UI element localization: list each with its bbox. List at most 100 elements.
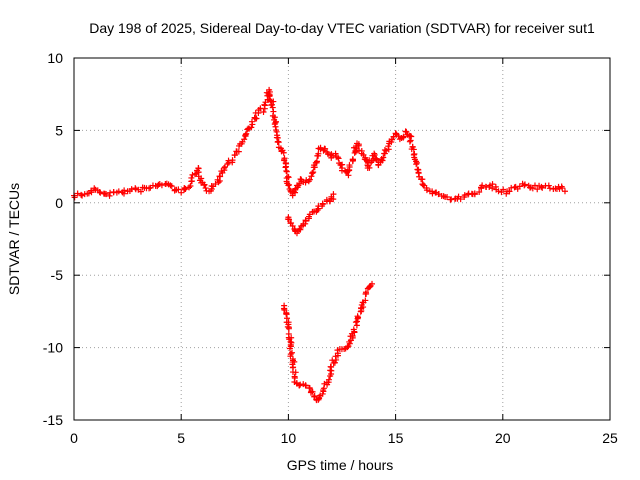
data-point-s0	[271, 121, 278, 128]
data-point-s0	[526, 184, 533, 191]
data-point-s2	[288, 349, 295, 356]
data-point-s0	[313, 158, 320, 165]
data-point-s0	[215, 179, 222, 186]
plot-frame	[73, 57, 611, 421]
data-point-s0	[380, 154, 387, 161]
data-point-s1	[319, 200, 326, 207]
y-tick-label: -10	[43, 340, 63, 356]
data-point-s2	[331, 359, 338, 366]
y-tick-label: 5	[55, 122, 63, 138]
data-point-s0	[231, 152, 238, 159]
data-point-s0	[352, 144, 359, 151]
data-point-s0	[283, 168, 290, 175]
data-point-s0	[321, 145, 328, 152]
data-point-s0	[212, 180, 219, 187]
data-point-s0	[308, 173, 315, 180]
data-point-s0	[408, 133, 415, 140]
data-point-s0	[381, 147, 388, 154]
data-point-s0	[158, 182, 165, 189]
data-point-s0	[309, 169, 316, 176]
data-point-s0	[243, 130, 250, 137]
y-tick-label: -5	[51, 267, 64, 283]
data-point-s0	[400, 133, 407, 140]
data-point-s2	[344, 344, 351, 351]
data-point-s2	[325, 376, 332, 383]
data-point-s0	[241, 136, 248, 143]
data-point-s0	[182, 185, 189, 192]
data-point-s0	[349, 156, 356, 163]
data-point-s0	[224, 160, 231, 167]
y-axis-label: SDTVAR / TECUs	[6, 183, 22, 295]
data-point-s0	[461, 192, 468, 199]
data-point-s0	[96, 189, 103, 196]
data-point-s0	[248, 118, 255, 125]
data-point-s0	[245, 125, 252, 132]
data-point-s0	[534, 186, 541, 193]
data-point-s0	[356, 147, 363, 154]
data-point-s2	[346, 338, 353, 345]
data-point-s0	[314, 152, 321, 159]
data-point-s0	[546, 185, 553, 192]
data-point-s0	[97, 189, 104, 196]
data-point-s0	[346, 164, 353, 171]
data-point-s0	[500, 186, 507, 193]
data-point-s1	[289, 222, 296, 229]
x-tick-label: 5	[177, 430, 185, 446]
data-point-s2	[369, 280, 376, 287]
data-point-s0	[415, 169, 422, 176]
y-tick-label: 10	[47, 50, 63, 66]
data-point-s0	[506, 188, 513, 195]
data-point-s0	[188, 174, 195, 181]
tick-labels: 0 5 10 15 20 25 10 5 0 -5 -10 -15	[43, 50, 618, 446]
data-point-s0	[275, 138, 282, 145]
data-point-s1	[302, 218, 309, 225]
data-point-s0	[471, 190, 478, 197]
data-point-s0	[516, 183, 523, 190]
data-point-s0	[266, 92, 273, 99]
data-point-s0	[385, 143, 392, 150]
data-point-s0	[429, 188, 436, 195]
data-point-s0	[88, 189, 95, 196]
data-point-s0	[178, 189, 185, 196]
data-point-s0	[561, 188, 568, 195]
data-point-s0	[332, 150, 339, 157]
data-point-s1	[288, 219, 295, 226]
data-point-s0	[260, 108, 267, 115]
chart-title: Day 198 of 2025, Sidereal Day-to-day VTE…	[89, 20, 595, 36]
x-tick-label: 20	[495, 430, 511, 446]
data-point-s0	[476, 188, 483, 195]
data-point-s0	[373, 155, 380, 162]
data-point-s0	[310, 169, 317, 176]
x-tick-label: 15	[388, 430, 404, 446]
data-point-s0	[521, 181, 528, 188]
data-point-s0	[248, 124, 255, 131]
data-point-s0	[423, 187, 430, 194]
data-point-s0	[168, 183, 175, 190]
data-point-s0	[137, 188, 144, 195]
data-point-s2	[287, 351, 294, 358]
data-point-s0	[235, 148, 242, 155]
x-axis-label: GPS time / hours	[287, 457, 394, 473]
data-point-s0	[253, 115, 260, 122]
data-point-s0	[181, 184, 188, 191]
x-tick-label: 0	[70, 430, 78, 446]
data-point-s0	[413, 161, 420, 168]
data-point-s2	[354, 313, 361, 320]
data-point-s0	[334, 154, 341, 161]
data-point-s0	[221, 165, 228, 172]
data-point-s2	[292, 369, 299, 376]
data-point-s0	[267, 97, 274, 104]
data-point-s1	[297, 226, 304, 233]
data-point-s2	[350, 326, 357, 333]
x-tick-label: 10	[281, 430, 297, 446]
data-point-s0	[208, 185, 215, 192]
data-point-s2	[285, 325, 292, 332]
data-point-s0	[489, 185, 496, 192]
data-point-s1	[330, 191, 337, 198]
data-point-s2	[306, 385, 313, 392]
data-point-s1	[285, 216, 292, 223]
data-point-s0	[285, 174, 292, 181]
data-point-s0	[103, 191, 110, 198]
data-point-s0	[444, 194, 451, 201]
